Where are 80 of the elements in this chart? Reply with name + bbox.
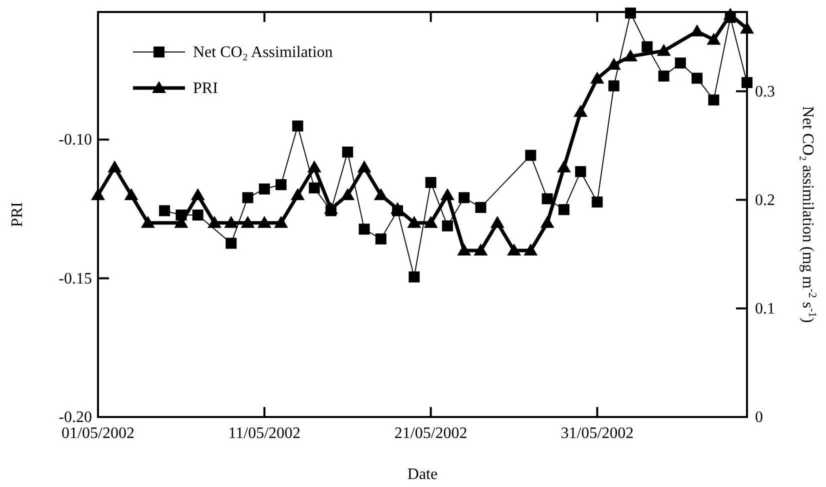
point [574, 104, 588, 117]
point [575, 166, 586, 178]
point [108, 160, 122, 172]
point [656, 44, 671, 56]
y2-tick-label: 0.2 [755, 192, 775, 209]
point [140, 216, 155, 228]
point [190, 188, 205, 200]
point [440, 188, 454, 200]
point [276, 179, 287, 190]
point [608, 80, 620, 92]
x-tick-label: 11/05/2002 [228, 425, 301, 442]
point [475, 202, 486, 213]
y2-tick-label: 0.3 [755, 83, 775, 100]
point [642, 41, 653, 52]
point [159, 205, 170, 216]
point [674, 58, 686, 69]
point [558, 204, 570, 216]
point [542, 193, 553, 204]
point [592, 196, 603, 208]
y-axis-title: PRI [9, 202, 26, 227]
point [457, 244, 472, 256]
point [524, 244, 538, 256]
point [308, 182, 320, 194]
legend-label: PRI [193, 80, 218, 97]
point [192, 210, 204, 221]
x-tick-label: 01/05/2002 [62, 425, 134, 442]
point [525, 150, 536, 161]
point [257, 216, 272, 228]
point [658, 70, 670, 82]
point [390, 202, 405, 214]
point [124, 188, 138, 200]
point [240, 216, 255, 228]
point [706, 32, 721, 45]
y-tick-label: -0.15 [58, 270, 92, 288]
point [226, 238, 237, 249]
point [342, 146, 354, 158]
point [590, 72, 604, 84]
legend-label: Net CO₂ Assimilation [193, 44, 333, 61]
point [358, 224, 370, 235]
point [407, 216, 422, 228]
point [740, 22, 754, 34]
x-tick-label: 31/05/2002 [560, 425, 634, 442]
point [408, 271, 420, 282]
point [442, 220, 453, 232]
point [742, 77, 752, 88]
point [274, 216, 288, 228]
point [723, 8, 738, 20]
point [207, 216, 222, 228]
point [624, 49, 638, 62]
point [242, 192, 254, 204]
point [290, 188, 305, 200]
point [606, 58, 621, 70]
y2-tick-label: 0 [755, 409, 763, 426]
y2-tick-label: 0.1 [755, 300, 775, 318]
y-tick-label: -0.20 [58, 409, 92, 426]
point [425, 176, 436, 188]
point [692, 72, 703, 84]
y-tick-label: -0.10 [58, 132, 92, 149]
point [375, 233, 386, 244]
point [292, 120, 304, 132]
point [690, 24, 704, 36]
point [224, 216, 238, 228]
point [458, 192, 470, 204]
point [324, 202, 338, 214]
point [340, 188, 355, 200]
x-tick-label: 21/05/2002 [394, 425, 468, 442]
point [474, 244, 488, 256]
point [357, 160, 372, 172]
point [708, 94, 720, 106]
point [91, 188, 105, 200]
point [507, 244, 522, 256]
point [424, 216, 438, 228]
x-axis-title: Date [407, 466, 438, 483]
point [556, 160, 571, 172]
point [540, 216, 554, 228]
point [490, 216, 504, 228]
point [307, 160, 322, 172]
point [625, 8, 636, 19]
point [374, 188, 388, 200]
point [258, 183, 270, 194]
